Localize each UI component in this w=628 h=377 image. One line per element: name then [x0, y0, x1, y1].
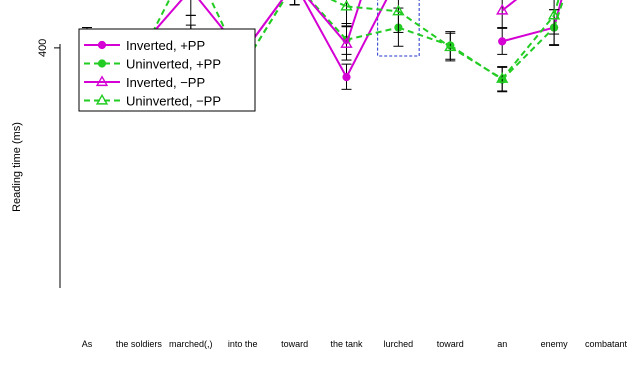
legend-label: Uninverted, +PP: [126, 57, 221, 72]
data-point: [392, 4, 405, 16]
data-point: [342, 73, 351, 82]
x-tick-label: marched(,): [169, 339, 213, 349]
y-ticks: 400500600700: [37, 39, 60, 57]
x-tick-label: combatant: [585, 339, 628, 349]
y-axis: Reading time (ms): [11, 44, 61, 288]
series-line-segment: [345, 0, 362, 45]
legend-label: Uninverted, −PP: [126, 94, 221, 109]
x-tick-label: the tank: [330, 339, 363, 349]
series-line-segment: [307, 0, 348, 45]
series-line-segment: [308, 0, 348, 41]
series-line-segment: [346, 26, 399, 41]
x-tick-label: toward: [281, 339, 308, 349]
legend-label: Inverted, −PP: [126, 75, 205, 90]
data-point: [95, 93, 109, 105]
data-point: [444, 40, 457, 52]
legend-label: Inverted, +PP: [126, 38, 205, 53]
series-line-segment: [449, 46, 503, 80]
data-point: [97, 40, 107, 50]
x-tick-labels: As the soldiers marched(,) into the toward th…: [82, 339, 628, 349]
data-point: [496, 3, 509, 15]
series-line-segment: [397, 10, 451, 48]
x-tick-label: toward: [437, 339, 464, 349]
series-line-segment: [553, 0, 560, 16]
series-line-segment: [501, 26, 555, 43]
series-line-segment: [501, 0, 518, 12]
series-line-segment: [329, 0, 347, 8]
data-point: [498, 37, 507, 46]
x-tick-label: an: [497, 339, 507, 349]
x-tick-label: As: [82, 339, 93, 349]
x-tick-label: enemy: [541, 339, 569, 349]
data-point: [340, 37, 353, 48]
data-point: [547, 8, 561, 20]
x-tick-label: into the: [228, 339, 258, 349]
y-tick-label: 400: [37, 39, 49, 57]
data-point: [340, 0, 353, 11]
series-line-segment: [398, 26, 451, 47]
x-tick-label: lurched: [384, 339, 414, 349]
y-axis-label: Reading time (ms): [11, 122, 23, 212]
series-line-segment: [346, 5, 399, 13]
data-point: [496, 72, 509, 83]
series-line-segment: [302, 0, 348, 78]
series-line-segment: [553, 0, 565, 28]
data-point: [97, 59, 107, 68]
series-line-segment: [501, 26, 555, 81]
x-tick-label: the soldiers: [116, 339, 163, 349]
data-point: [95, 75, 109, 87]
series-line-segment: [501, 14, 555, 80]
series-line-segment: [345, 0, 388, 78]
legend: Inverted, +PP Uninverted, +PP Inverted, −P…: [78, 28, 256, 112]
legend-box: [78, 28, 256, 112]
